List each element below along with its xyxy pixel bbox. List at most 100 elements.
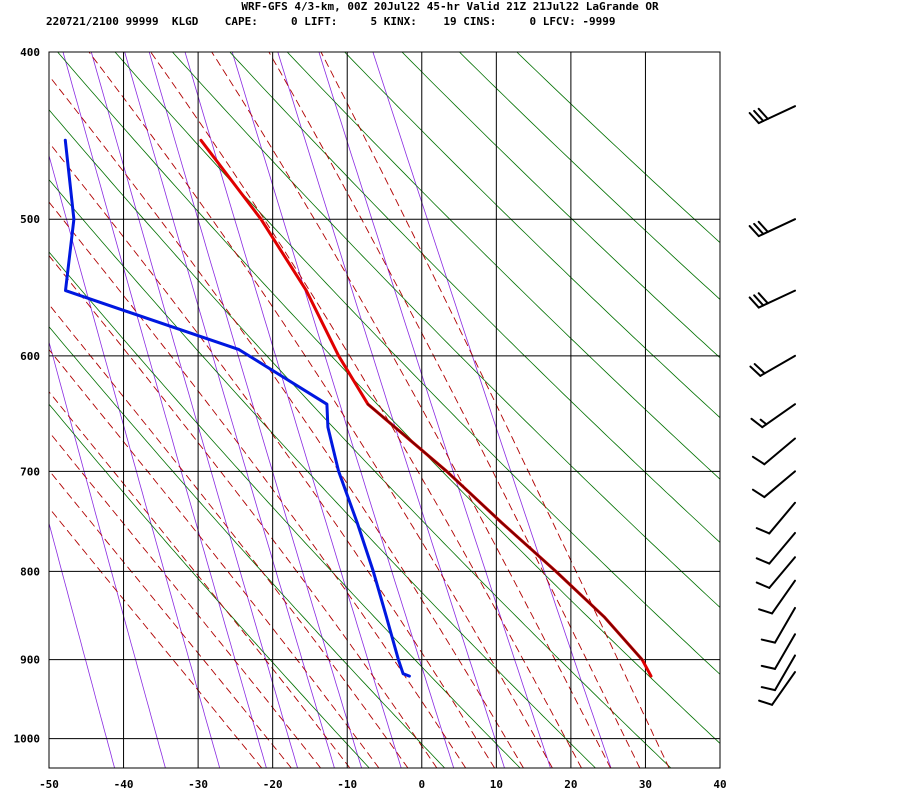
dry-adiabat-line [229, 52, 720, 543]
y-tick-label: 800 [20, 565, 40, 578]
dry-adiabat-line [49, 251, 521, 768]
wind-barb-flag [753, 294, 765, 307]
wind-barb-staff [757, 105, 796, 125]
dry-adiabat-line [344, 52, 720, 419]
wind-barb-flag [753, 363, 766, 375]
wind-barb [758, 579, 796, 615]
mixing-ratio-line [277, 52, 505, 768]
dry-adiabat-line [458, 52, 720, 300]
wind-barb-staff [768, 556, 796, 589]
wind-barb [755, 556, 796, 589]
wind-barb-flag [755, 527, 771, 535]
wind-barb [760, 606, 796, 644]
dry-adiabat-line [401, 52, 720, 359]
wind-barb-staff [774, 606, 796, 644]
sounding-profiles [63, 138, 653, 678]
wind-barb [749, 354, 796, 377]
moist-adiabat-line [320, 52, 670, 768]
wind-barb-flag [748, 296, 760, 309]
mixing-ratio-line [49, 340, 166, 768]
x-tick-label: 0 [418, 778, 425, 791]
y-tick-label: 700 [20, 465, 40, 478]
wind-barb [758, 671, 796, 706]
moist-adiabat-line [49, 201, 467, 768]
mixing-ratio-line [184, 52, 402, 768]
wind-barb-flag [755, 581, 771, 589]
wind-barb-staff [774, 633, 796, 670]
moist-adiabat-line [49, 348, 380, 768]
dry-adiabat-line [171, 52, 720, 608]
plot-frame [48, 51, 721, 769]
x-tick-label: -40 [114, 778, 134, 791]
wind-barb-flag [757, 292, 769, 305]
dewpoint-profile-line [63, 138, 411, 678]
wind-barb-staff [774, 654, 796, 692]
wind-barb-flag [760, 638, 776, 644]
wind-barb-staff [768, 531, 796, 565]
mixing-ratio-line [62, 52, 267, 768]
moist-adiabat-line [268, 52, 641, 768]
x-tick-label: -30 [188, 778, 208, 791]
plot-area [49, 52, 720, 768]
wind-barb-staff [763, 470, 796, 499]
mixing-ratio-line [49, 154, 221, 768]
wind-barb-flag [753, 222, 765, 236]
wind-barb-staff [768, 501, 796, 535]
wind-barb-flag [748, 112, 760, 125]
dry-adiabats [49, 52, 720, 768]
x-tick-label: 20 [564, 778, 577, 791]
wind-barb-flag [760, 664, 776, 670]
y-tick-label: 500 [20, 213, 40, 226]
wind-barb-staff [761, 403, 796, 429]
x-tick-label: 10 [490, 778, 503, 791]
moist-adiabats [49, 52, 670, 768]
wind-barb-staff [763, 437, 796, 466]
wind-barb-flag [753, 109, 765, 122]
x-tick-label: 40 [713, 778, 726, 791]
stability-indices: 220721/2100 99999 KLGD CAPE: 0 LIFT: 5 K… [46, 15, 616, 28]
moist-adiabat-line [49, 75, 524, 768]
wind-barb-flag [751, 455, 766, 466]
wind-barb-flag [749, 365, 762, 377]
dry-adiabat-line [49, 109, 672, 768]
moist-adiabat-line [49, 391, 351, 768]
wind-barb-flag [757, 107, 769, 120]
y-tick-label: 1000 [14, 733, 41, 746]
wind-barb [748, 105, 796, 125]
wind-barb [755, 531, 796, 565]
moist-adiabat-line [49, 469, 292, 768]
wind-barb-flag [757, 220, 769, 233]
y-tick-labels: 400 500 600 700 800 900 1000 [14, 46, 41, 746]
x-tick-label: -10 [337, 778, 357, 791]
moist-adiabat-line [150, 52, 582, 768]
wind-barb-flag [748, 225, 760, 238]
moist-adiabat-line [49, 254, 438, 768]
wind-barb-flag [760, 686, 776, 692]
wind-barb-staff [771, 579, 796, 615]
moist-adiabat-line [49, 141, 496, 768]
wind-barb-flag [755, 557, 771, 565]
moist-adiabat-line [49, 507, 263, 768]
wind-barb [748, 218, 796, 238]
wind-barb-flag [759, 418, 768, 426]
wind-barbs [748, 105, 796, 706]
mixing-ratio-line [372, 52, 612, 768]
moist-adiabat-line [88, 52, 553, 768]
wind-barb [748, 289, 796, 309]
wind-barb-flag [751, 488, 766, 499]
parcel-profile-line [366, 403, 644, 661]
x-tick-labels: -50 -40 -30 -20 -10 0 10 20 30 40 [39, 778, 727, 791]
dry-adiabat-line [57, 52, 720, 744]
x-tick-label: -20 [263, 778, 283, 791]
wind-barb-flag [758, 608, 774, 615]
dry-adiabat-line [49, 179, 596, 768]
mixing-ratio-line [231, 52, 455, 768]
y-tick-label: 600 [20, 350, 40, 363]
dry-adiabat-line [49, 326, 446, 768]
wind-barb-staff [757, 289, 796, 309]
y-tick-label: 900 [20, 654, 40, 667]
y-tick-label: 400 [20, 46, 40, 59]
wind-barb-flag [758, 699, 774, 706]
mixing-ratio-line [49, 521, 115, 768]
